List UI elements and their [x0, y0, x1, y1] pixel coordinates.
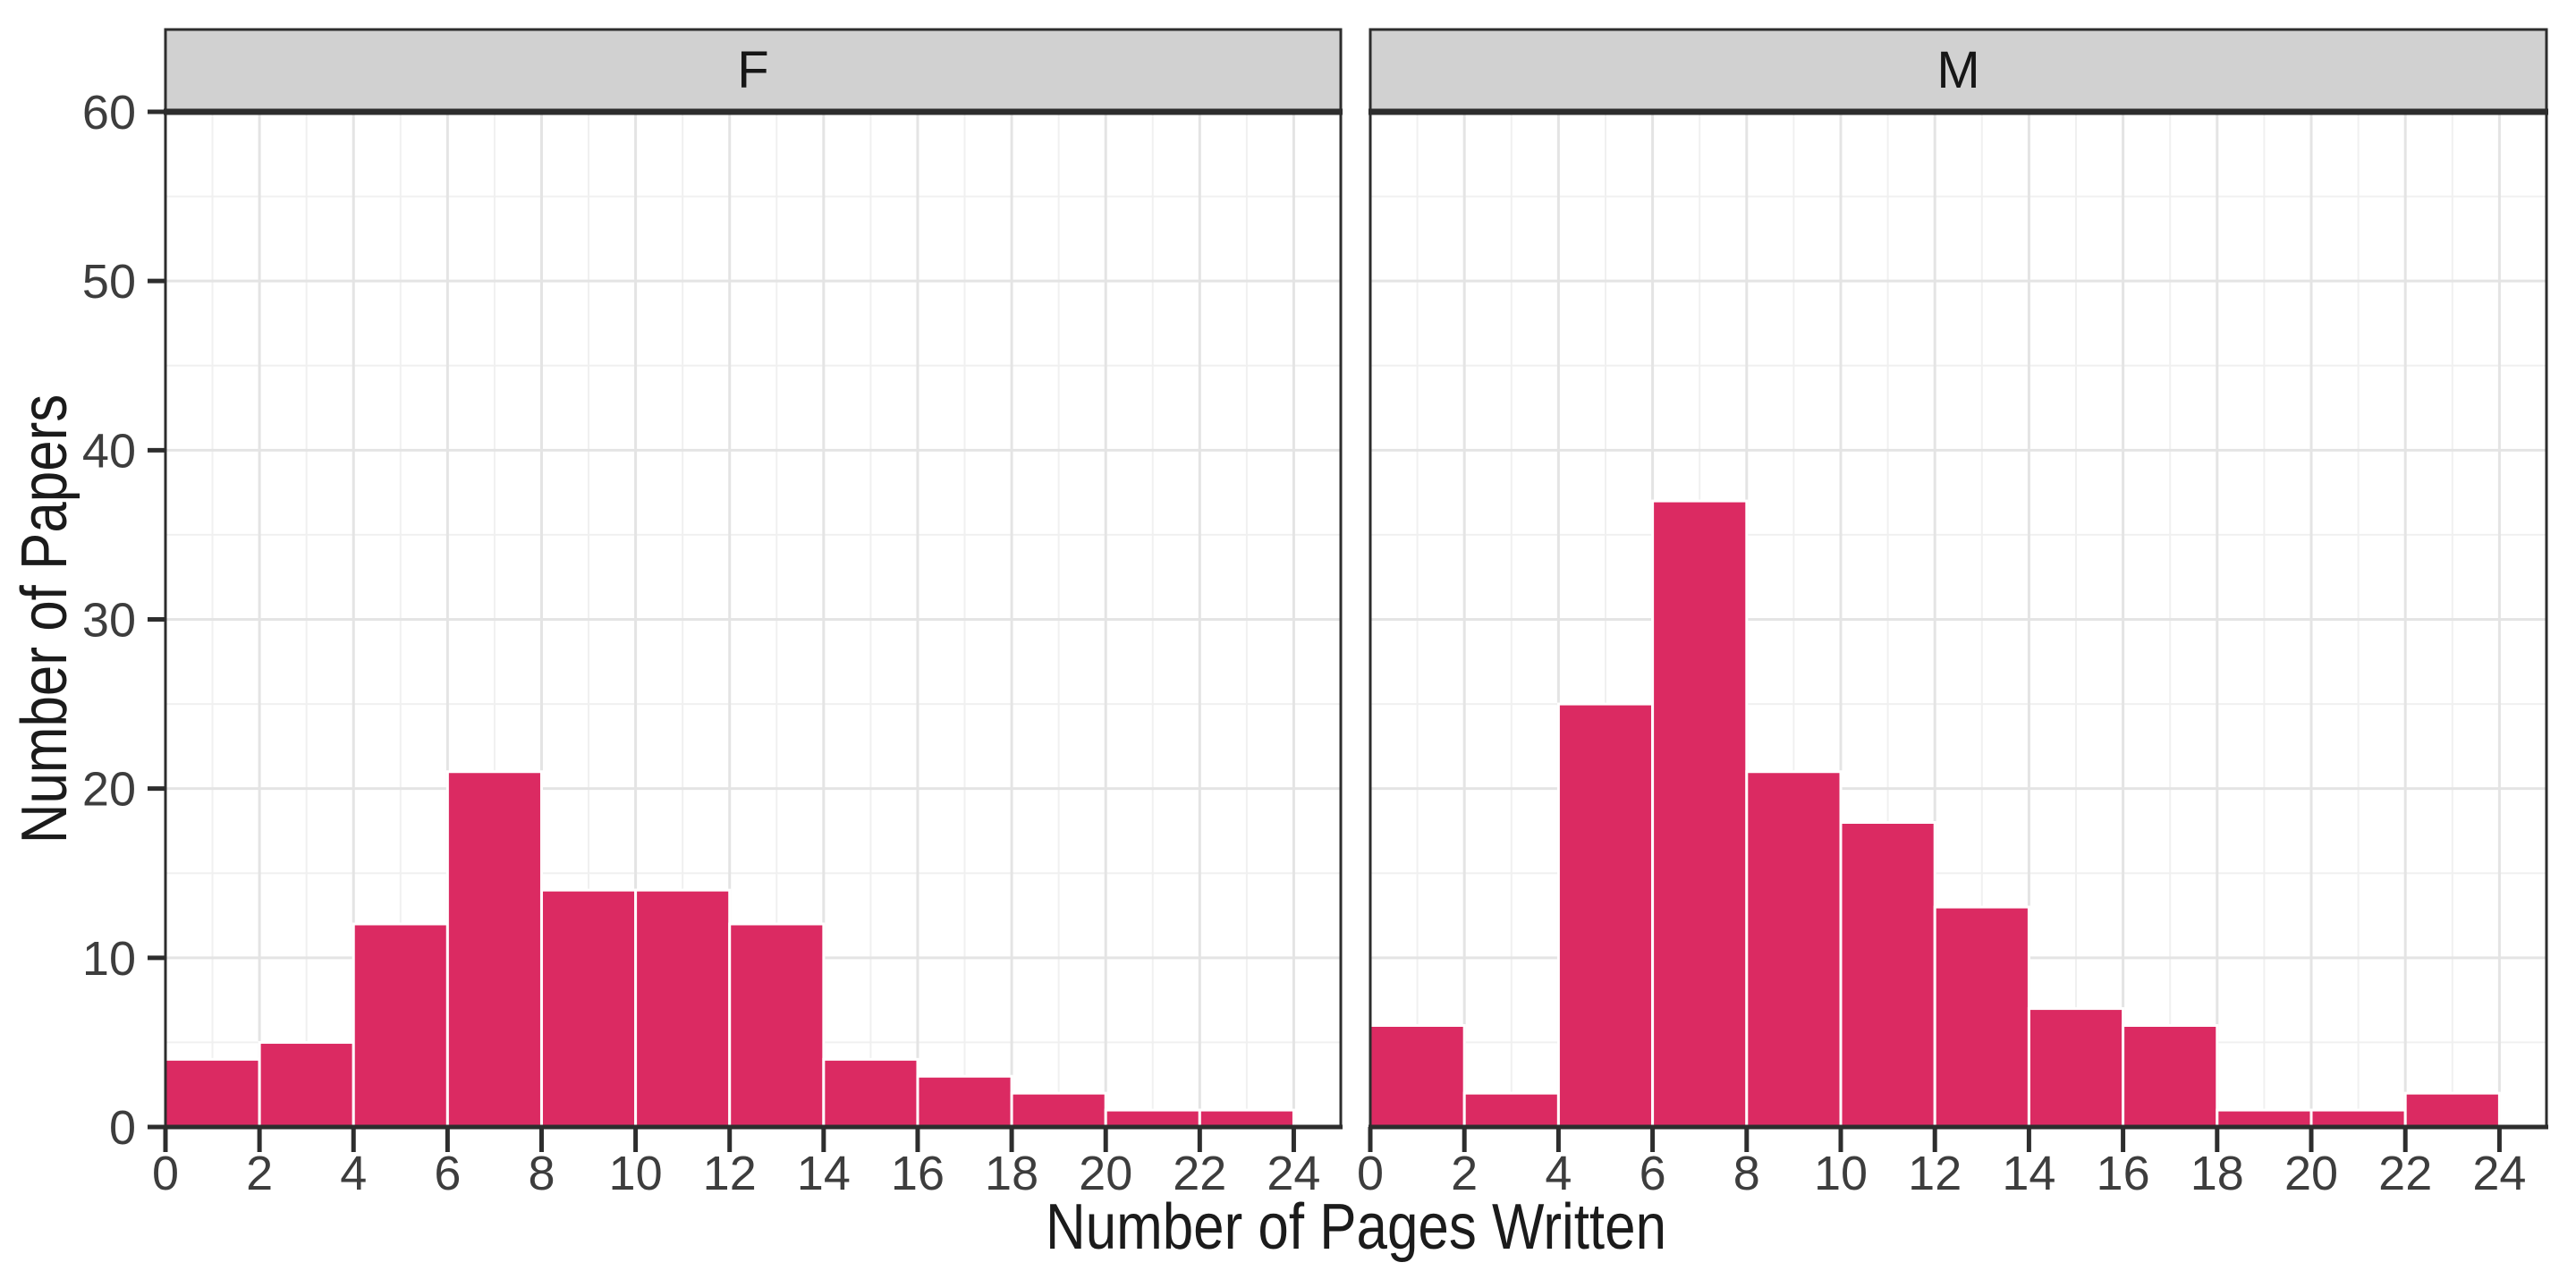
- x-tick-label: 12: [1908, 1147, 1962, 1200]
- histogram-bar: [1104, 1108, 1201, 1129]
- x-axis-title: Number of Pages Written: [1045, 1191, 1667, 1263]
- histogram-bar: [916, 1074, 1013, 1129]
- x-tick-label: 4: [1545, 1147, 1572, 1200]
- facet-strip-label: F: [737, 41, 768, 99]
- x-tick-label: 20: [1079, 1147, 1132, 1200]
- y-tick-label: 60: [82, 86, 136, 140]
- x-tick-label: 24: [1267, 1147, 1320, 1200]
- x-tick-label: 18: [985, 1147, 1038, 1200]
- facet-strip: [1368, 28, 2548, 112]
- x-tick-label: 6: [434, 1147, 461, 1200]
- y-tick-label: 30: [82, 594, 136, 648]
- y-axis-title: Number of Papers: [9, 394, 80, 844]
- x-tick-label: 2: [1451, 1147, 1478, 1200]
- histogram-bar: [728, 922, 826, 1129]
- y-tick-label: 0: [109, 1101, 136, 1155]
- histogram-bar: [822, 1057, 919, 1129]
- x-tick-label: 8: [528, 1147, 555, 1200]
- x-tick-label: 0: [1357, 1147, 1384, 1200]
- histogram-bar: [2122, 1024, 2219, 1129]
- x-tick-label: 22: [1173, 1147, 1226, 1200]
- x-tick-label: 18: [2190, 1147, 2244, 1200]
- y-tick-label: 50: [82, 255, 136, 309]
- y-tick-label: 10: [82, 932, 136, 986]
- x-tick-label: 22: [2378, 1147, 2432, 1200]
- histogram-bar: [1933, 905, 2030, 1129]
- histogram-bar: [1556, 702, 1655, 1129]
- histogram-bar: [2027, 1007, 2125, 1129]
- x-tick-label: 12: [703, 1147, 757, 1200]
- x-tick-label: 16: [2097, 1147, 2150, 1200]
- histogram-bar: [352, 922, 449, 1129]
- histogram-bar: [2403, 1091, 2501, 1129]
- histogram-bar: [1839, 821, 1936, 1129]
- histogram-bar: [2309, 1108, 2407, 1129]
- histogram-bar: [1745, 770, 1843, 1129]
- facet-strip: [164, 28, 1343, 112]
- histogram-bar: [539, 888, 638, 1129]
- histogram-bar: [1462, 1091, 1560, 1129]
- x-tick-label: 6: [1640, 1147, 1666, 1200]
- histogram-bar: [1010, 1091, 1107, 1129]
- x-tick-label: 2: [246, 1147, 273, 1200]
- histogram-bar: [258, 1040, 355, 1129]
- histogram-bar: [634, 888, 732, 1129]
- histogram-bar: [1198, 1108, 1295, 1129]
- x-tick-label: 24: [2472, 1147, 2526, 1200]
- x-tick-label: 16: [891, 1147, 945, 1200]
- histogram-bar: [1368, 1024, 1466, 1129]
- y-tick-label: 40: [82, 424, 136, 478]
- x-tick-label: 0: [152, 1147, 179, 1200]
- x-tick-label: 20: [2284, 1147, 2338, 1200]
- x-tick-label: 10: [609, 1147, 663, 1200]
- x-tick-label: 8: [1733, 1147, 1760, 1200]
- x-tick-label: 10: [1814, 1147, 1868, 1200]
- x-tick-label: 4: [340, 1147, 367, 1200]
- x-tick-label: 14: [2002, 1147, 2055, 1200]
- x-tick-label: 14: [797, 1147, 851, 1200]
- facet-strip-label: M: [1936, 41, 1979, 99]
- histogram-bar: [2216, 1108, 2313, 1129]
- histogram-bar: [445, 770, 543, 1129]
- histogram-bar: [1651, 499, 1749, 1129]
- histogram-bar: [164, 1057, 261, 1129]
- y-tick-label: 20: [82, 763, 136, 817]
